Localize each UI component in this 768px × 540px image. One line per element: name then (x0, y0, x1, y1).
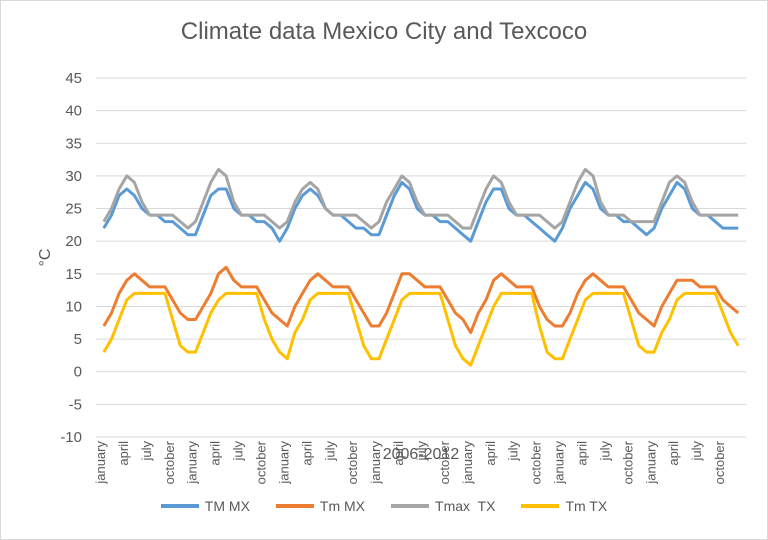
x-tick-label: july (322, 441, 337, 462)
legend-swatch-tm-mx (160, 504, 199, 508)
x-tick-label: october (529, 440, 544, 484)
x-tick-label: january (185, 441, 200, 485)
y-tick-label: -5 (69, 396, 82, 413)
x-tick-label: october (254, 440, 269, 484)
legend-label-tm-tx: Tm TX (565, 498, 608, 514)
x-tick-label: january (460, 441, 475, 485)
y-tick-label: 45 (65, 70, 82, 87)
x-tick-label: april (391, 441, 406, 466)
series-line-tm-mx (102, 265, 740, 335)
series-line-tm-tx (102, 291, 740, 367)
legend-item-tmax-tx: Tmax TX (391, 498, 495, 514)
y-axis-label: °C (37, 249, 54, 267)
chart-title: Climate data Mexico City and Texcoco (180, 18, 588, 45)
x-tick-label: july (597, 441, 612, 462)
y-tick-label: 35 (65, 135, 82, 152)
y-tick-label: -10 (60, 429, 82, 446)
x-tick-label: april (575, 441, 590, 466)
x-tick-label: april (208, 441, 223, 466)
x-tick-label: january (552, 441, 567, 485)
x-tick-label: july (689, 441, 704, 462)
x-tick-label: april (299, 441, 314, 466)
x-axis-label: 2006-2012 (383, 446, 460, 463)
x-tick-label: july (506, 441, 521, 462)
x-tick-label: october (437, 440, 452, 484)
series-line-tmax-tx (102, 167, 739, 230)
x-tick-label: july (139, 441, 154, 462)
x-tick-label: october (162, 440, 177, 484)
x-tick-label: january (276, 441, 291, 485)
x-tick-label: april (666, 441, 681, 466)
legend-item-tm-tx: Tm TX (521, 498, 607, 514)
y-tick-label: 15 (65, 266, 82, 283)
y-tick-label: 20 (65, 233, 82, 250)
legend-swatch-tm-tx (521, 504, 560, 508)
y-tick-label: 10 (65, 298, 82, 315)
chart-legend: TM MX Tm MX Tmax TX Tm TX (0, 498, 768, 514)
x-tick-label: january (368, 441, 383, 485)
legend-label-tmax-tx: Tmax TX (435, 498, 496, 514)
legend-item-tm-mx-min: Tm MX (275, 498, 366, 514)
legend-label-tm-mx: TM MX (204, 498, 250, 514)
x-tick-label: july (414, 441, 429, 462)
legend-swatch-tm-mx-min (275, 504, 314, 508)
legend-item-tm-mx: TM MX (160, 498, 250, 514)
x-tick-label: january (93, 441, 108, 485)
y-tick-label: 5 (74, 331, 82, 348)
y-tick-label: 25 (65, 201, 82, 218)
x-tick-label: january (643, 441, 658, 485)
x-tick-label: july (231, 441, 246, 462)
x-tick-label: october (345, 440, 360, 484)
y-tick-label: 30 (65, 168, 82, 185)
x-tick-label: october (620, 440, 635, 484)
y-tick-label: 0 (74, 364, 82, 381)
legend-swatch-tmax-tx (391, 504, 430, 508)
x-tick-label: october (712, 440, 727, 484)
y-tick-label: 40 (65, 103, 82, 120)
x-tick-label: april (116, 441, 131, 466)
legend-label-tm-mx-min: Tm MX (319, 498, 366, 514)
x-tick-label: april (483, 441, 498, 466)
